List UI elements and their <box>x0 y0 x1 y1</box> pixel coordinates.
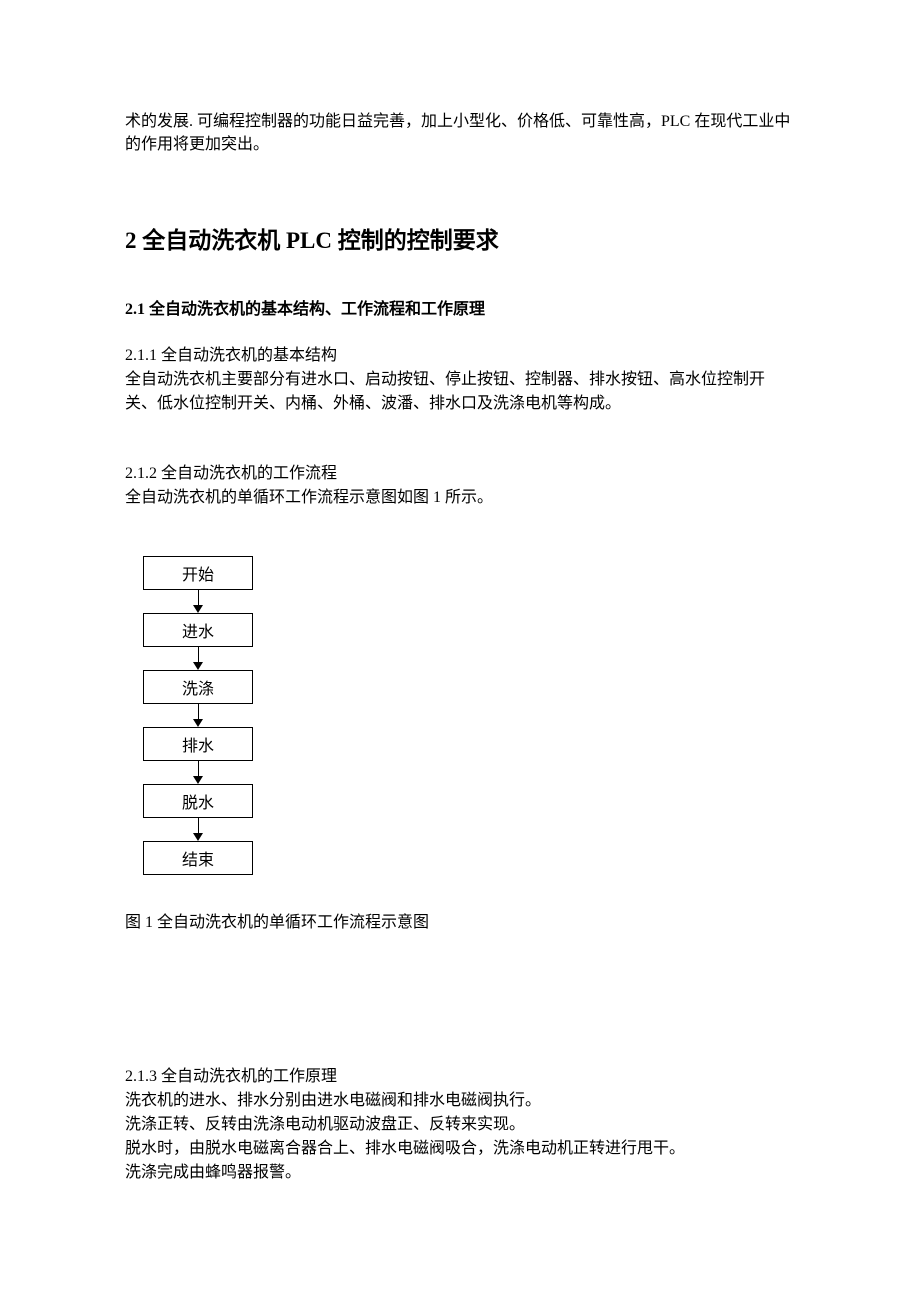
flowchart-node: 脱水 <box>143 784 253 818</box>
flowchart-node: 结束 <box>143 841 253 875</box>
section-2-1-3: 2.1.3 全自动洗衣机的工作原理 洗衣机的进水、排水分别由进水电磁阀和排水电磁… <box>125 1065 795 1185</box>
document-page: 术的发展. 可编程控制器的功能日益完善，加上小型化、价格低、可靠性高，PLC 在… <box>0 0 920 1302</box>
flowchart-arrow <box>143 590 253 613</box>
section-2-1-3-line-3: 脱水时，由脱水电磁离合器合上、排水电磁阀吸合，洗涤电动机正转进行甩干。 <box>125 1137 795 1161</box>
section-2-1-heading: 2.1 全自动洗衣机的基本结构、工作流程和工作原理 <box>125 295 795 319</box>
flowchart-node: 排水 <box>143 727 253 761</box>
intro-paragraph: 术的发展. 可编程控制器的功能日益完善，加上小型化、价格低、可靠性高，PLC 在… <box>125 110 795 156</box>
flowchart-node: 开始 <box>143 556 253 590</box>
section-2-1-2: 2.1.2 全自动洗衣机的工作流程 全自动洗衣机的单循环工作流程示意图如图 1 … <box>125 462 795 510</box>
flowchart-arrow <box>143 818 253 841</box>
section-2-1-3-line-1: 洗衣机的进水、排水分别由进水电磁阀和排水电磁阀执行。 <box>125 1089 795 1113</box>
flowchart: 开始进水洗涤排水脱水结束 <box>143 556 795 875</box>
figure-1-caption: 图 1 全自动洗衣机的单循环工作流程示意图 <box>125 911 795 935</box>
section-2-1-1-body: 全自动洗衣机主要部分有进水口、启动按钮、停止按钮、控制器、排水按钮、高水位控制开… <box>125 368 795 416</box>
section-2-1-2-title: 2.1.2 全自动洗衣机的工作流程 <box>125 462 795 486</box>
section-2-1-2-body: 全自动洗衣机的单循环工作流程示意图如图 1 所示。 <box>125 486 795 510</box>
flowchart-arrow <box>143 704 253 727</box>
section-2-1-3-title: 2.1.3 全自动洗衣机的工作原理 <box>125 1065 795 1089</box>
flowchart-arrow <box>143 761 253 784</box>
flowchart-node: 进水 <box>143 613 253 647</box>
section-2-1-1-title: 2.1.1 全自动洗衣机的基本结构 <box>125 344 795 368</box>
section-2-heading: 2 全自动洗衣机 PLC 控制的控制要求 <box>125 221 795 255</box>
section-2-1-3-line-4: 洗涤完成由蜂鸣器报警。 <box>125 1161 795 1185</box>
section-2-1-1: 2.1.1 全自动洗衣机的基本结构 全自动洗衣机主要部分有进水口、启动按钮、停止… <box>125 344 795 416</box>
flowchart-node: 洗涤 <box>143 670 253 704</box>
flowchart-arrow <box>143 647 253 670</box>
section-2-1-3-line-2: 洗涤正转、反转由洗涤电动机驱动波盘正、反转来实现。 <box>125 1113 795 1137</box>
